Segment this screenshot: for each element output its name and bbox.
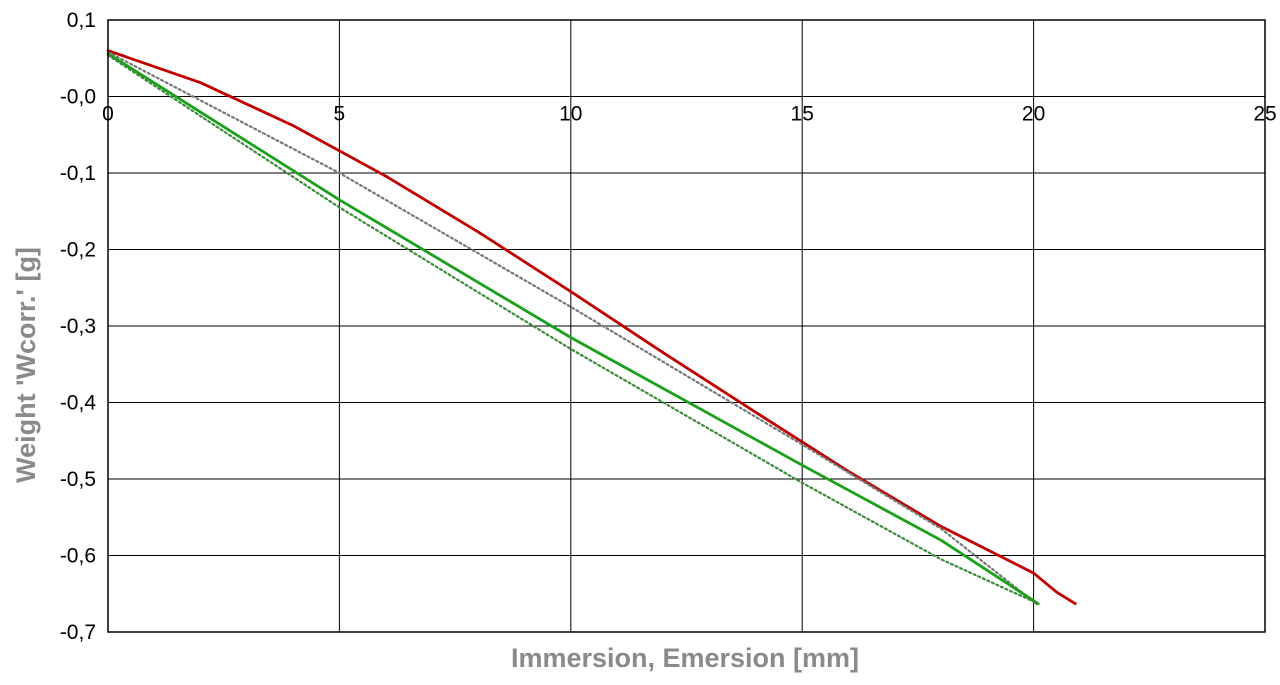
series-line-2 <box>106 50 1040 607</box>
y-tick-label: -0,0 <box>60 86 96 109</box>
x-axis-ticks: 0 5 10 15 20 25 <box>102 103 1277 126</box>
series-line-3 <box>106 52 1040 606</box>
x-tick-label: 0 <box>102 103 114 126</box>
plot-area-frame <box>107 19 1266 633</box>
x-axis-title: Immersion, Emersion [mm] <box>511 643 859 673</box>
y-tick-label: 0,1 <box>67 9 96 32</box>
series-line-1 <box>106 49 1077 606</box>
grid <box>107 19 1266 633</box>
x-tick-label: 25 <box>1253 103 1276 126</box>
y-tick-label: -0,3 <box>60 315 96 338</box>
y-tick-label: -0,4 <box>60 392 97 415</box>
series-line-4 <box>106 54 1040 605</box>
y-tick-label: -0,1 <box>60 162 96 185</box>
y-axis-ticks: 0,1 -0,0 -0,1 -0,2 -0,3 -0,4 -0,5 -0,6 -0,7 <box>60 9 97 644</box>
y-tick-label: -0,7 <box>60 621 96 644</box>
y-tick-label: -0,2 <box>60 239 96 262</box>
y-axis-title: Weight 'Wcorr.' [g] <box>11 247 41 483</box>
x-tick-label: 10 <box>559 103 582 126</box>
series-layer <box>106 49 1077 607</box>
y-tick-label: -0,5 <box>60 468 96 491</box>
x-tick-label: 15 <box>791 103 814 126</box>
x-tick-label: 20 <box>1022 103 1045 126</box>
y-tick-label: -0,6 <box>60 545 96 568</box>
x-tick-label: 5 <box>334 103 346 126</box>
